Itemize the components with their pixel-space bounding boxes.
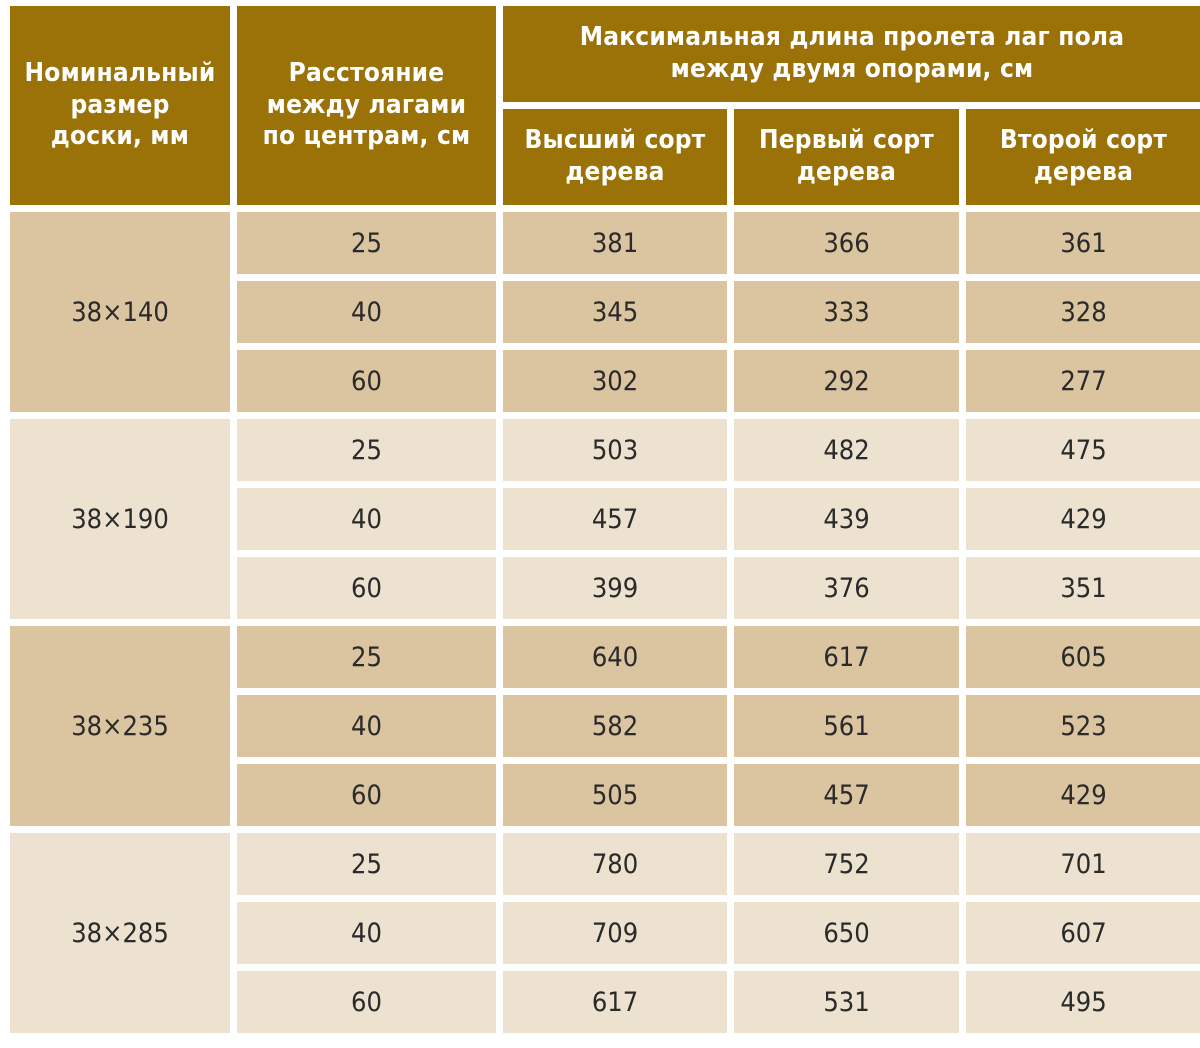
span-first-grade-cell: 292 [734, 350, 959, 412]
joist-span-table: Номинальный размер доски, мм Расстояние … [10, 6, 1200, 1037]
spacing-cell: 25 [237, 212, 496, 274]
span-first-grade-cell: 333 [734, 281, 959, 343]
header-max-span: Максимальная длина пролета лаг пола межд… [503, 6, 1200, 102]
span-second-grade-cell: 277 [966, 350, 1200, 412]
span-top-grade-cell: 345 [503, 281, 727, 343]
span-first-grade-cell: 752 [734, 833, 959, 895]
span-second-grade-cell: 429 [966, 764, 1200, 826]
spacing-cell: 60 [237, 971, 496, 1033]
board-size-cell: 38×190 [10, 419, 230, 619]
span-first-grade-cell: 531 [734, 971, 959, 1033]
span-first-grade-cell: 617 [734, 626, 959, 688]
span-top-grade-cell: 505 [503, 764, 727, 826]
span-first-grade-cell: 457 [734, 764, 959, 826]
span-second-grade-cell: 701 [966, 833, 1200, 895]
span-top-grade-cell: 399 [503, 557, 727, 619]
span-second-grade-cell: 429 [966, 488, 1200, 550]
board-size-cell: 38×235 [10, 626, 230, 826]
span-second-grade-cell: 523 [966, 695, 1200, 757]
span-second-grade-cell: 607 [966, 902, 1200, 964]
span-first-grade-cell: 650 [734, 902, 959, 964]
span-second-grade-cell: 475 [966, 419, 1200, 481]
span-first-grade-cell: 376 [734, 557, 959, 619]
span-second-grade-cell: 328 [966, 281, 1200, 343]
span-first-grade-cell: 561 [734, 695, 959, 757]
span-second-grade-cell: 495 [966, 971, 1200, 1033]
spacing-cell: 60 [237, 350, 496, 412]
header-grade-second: Второй сорт дерева [966, 109, 1200, 205]
header-board-size: Номинальный размер доски, мм [10, 6, 230, 205]
span-top-grade-cell: 617 [503, 971, 727, 1033]
board-size-cell: 38×140 [10, 212, 230, 412]
spacing-cell: 60 [237, 764, 496, 826]
span-second-grade-cell: 605 [966, 626, 1200, 688]
spacing-cell: 25 [237, 419, 496, 481]
span-top-grade-cell: 381 [503, 212, 727, 274]
spacing-cell: 25 [237, 626, 496, 688]
spacing-cell: 40 [237, 281, 496, 343]
header-joist-spacing: Расстояние между лагами по центрам, см [237, 6, 496, 205]
span-top-grade-cell: 640 [503, 626, 727, 688]
header-grade-top: Высший сорт дерева [503, 109, 727, 205]
spacing-cell: 25 [237, 833, 496, 895]
board-size-cell: 38×285 [10, 833, 230, 1033]
span-first-grade-cell: 482 [734, 419, 959, 481]
spacing-cell: 40 [237, 488, 496, 550]
span-first-grade-cell: 439 [734, 488, 959, 550]
span-second-grade-cell: 351 [966, 557, 1200, 619]
span-second-grade-cell: 361 [966, 212, 1200, 274]
span-top-grade-cell: 780 [503, 833, 727, 895]
span-top-grade-cell: 457 [503, 488, 727, 550]
span-top-grade-cell: 709 [503, 902, 727, 964]
spacing-cell: 60 [237, 557, 496, 619]
span-first-grade-cell: 366 [734, 212, 959, 274]
span-top-grade-cell: 582 [503, 695, 727, 757]
spacing-cell: 40 [237, 695, 496, 757]
header-grade-first: Первый сорт дерева [734, 109, 959, 205]
spacing-cell: 40 [237, 902, 496, 964]
span-top-grade-cell: 302 [503, 350, 727, 412]
span-top-grade-cell: 503 [503, 419, 727, 481]
